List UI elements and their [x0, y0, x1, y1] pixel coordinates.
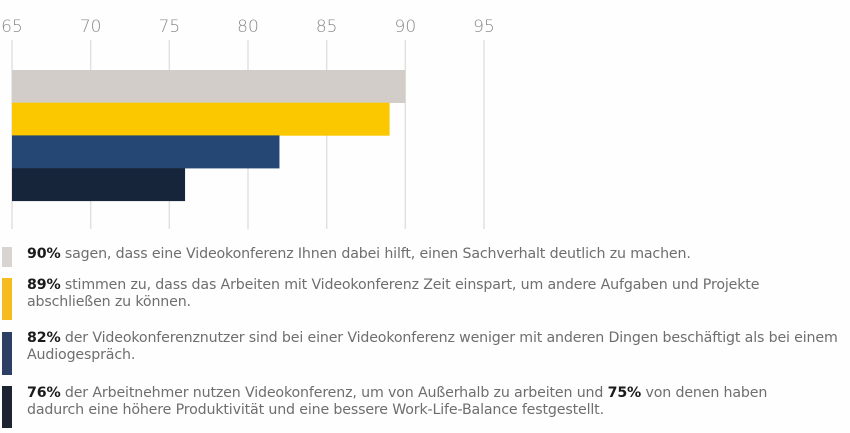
legend-percent: 90%	[27, 246, 61, 262]
bar-4	[12, 168, 186, 202]
bar-2	[12, 102, 390, 136]
legend-text: 90% sagen, dass eine Videokonferenz Ihne…	[27, 246, 849, 263]
bars	[12, 70, 406, 202]
legend-percent: 82%	[27, 330, 61, 346]
legend-percent: 76%	[27, 385, 61, 401]
x-tick-label: 90	[395, 17, 417, 37]
bar-1	[12, 70, 406, 103]
x-tick-label: 80	[237, 17, 259, 37]
legend-swatch	[2, 332, 12, 375]
legend-text: 82% der Videokonferenznutzer sind bei ei…	[27, 330, 849, 364]
legend-percent: 89%	[27, 277, 61, 293]
legend-description-secondary: von denen haben dadurch eine höhere Prod…	[27, 385, 768, 418]
legend-text: 89% stimmen zu, dass das Arbeiten mit Vi…	[27, 277, 827, 311]
legend-swatch	[2, 386, 12, 428]
x-tick-label: 85	[316, 17, 338, 37]
bar-3	[12, 135, 280, 169]
legend-swatch	[2, 278, 12, 320]
legend-description: sagen, dass eine Videokonferenz Ihnen da…	[60, 246, 691, 262]
legend-swatch	[2, 247, 12, 267]
bar-chart: 65 70 75 80 85 90 95	[1, 17, 495, 229]
x-tick-label: 70	[80, 17, 102, 37]
x-tick-label: 75	[159, 17, 181, 37]
x-tick-label: 65	[1, 17, 23, 37]
legend-description: stimmen zu, dass das Arbeiten mit Videok…	[27, 277, 760, 310]
legend-description: der Videokonferenznutzer sind bei einer …	[27, 330, 838, 363]
x-tick-label: 95	[473, 17, 495, 37]
legend-text: 76% der Arbeitnehmer nutzen Videokonfere…	[27, 385, 827, 419]
x-tick-labels: 65 70 75 80 85 90 95	[1, 17, 495, 37]
legend-percent-secondary: 75%	[607, 385, 642, 401]
legend-description: der Arbeitnehmer nutzen Videokonferenz, …	[60, 385, 608, 401]
